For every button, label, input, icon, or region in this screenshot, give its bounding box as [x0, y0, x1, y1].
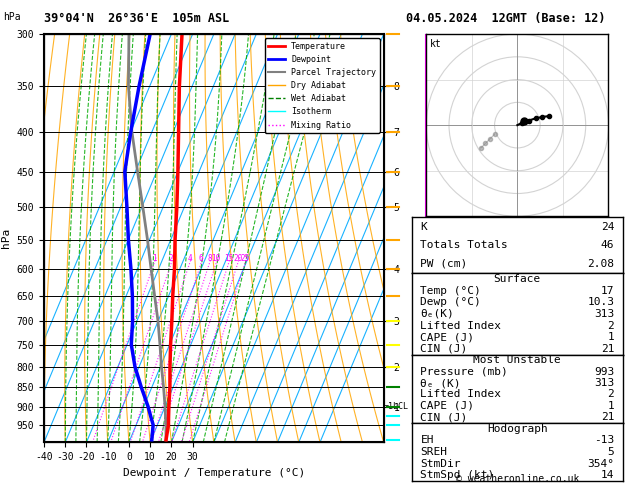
Text: 04.05.2024  12GMT (Base: 12): 04.05.2024 12GMT (Base: 12): [406, 12, 605, 25]
Text: EH: EH: [420, 435, 434, 445]
Text: 15: 15: [224, 254, 233, 263]
Text: CAPE (J): CAPE (J): [420, 401, 474, 411]
Text: 4: 4: [187, 254, 192, 263]
Text: Dewp (°C): Dewp (°C): [420, 297, 481, 307]
Text: 1: 1: [608, 332, 615, 342]
Text: Lifted Index: Lifted Index: [420, 321, 501, 330]
Text: CIN (J): CIN (J): [420, 344, 468, 354]
Text: CAPE (J): CAPE (J): [420, 332, 474, 342]
Text: Most Unstable: Most Unstable: [474, 355, 561, 365]
Text: 25: 25: [240, 254, 250, 263]
Text: K: K: [420, 222, 427, 231]
Text: 14: 14: [601, 470, 615, 480]
Text: 21: 21: [601, 344, 615, 354]
Y-axis label: Mixing Ratio (g/kg): Mixing Ratio (g/kg): [452, 182, 462, 294]
Text: 2: 2: [608, 389, 615, 399]
Text: 20: 20: [233, 254, 242, 263]
Text: © weatheronline.co.uk: © weatheronline.co.uk: [455, 473, 579, 484]
Text: 10: 10: [211, 254, 221, 263]
Text: Pressure (mb): Pressure (mb): [420, 367, 508, 377]
Text: 6: 6: [199, 254, 203, 263]
Text: Surface: Surface: [494, 274, 541, 284]
X-axis label: Dewpoint / Temperature (°C): Dewpoint / Temperature (°C): [123, 468, 305, 478]
Text: =1LCL: =1LCL: [384, 402, 409, 411]
Text: Temp (°C): Temp (°C): [420, 286, 481, 295]
Text: 1: 1: [608, 401, 615, 411]
Text: kt: kt: [430, 39, 442, 50]
Text: 2: 2: [608, 321, 615, 330]
Text: StmSpd (kt): StmSpd (kt): [420, 470, 494, 480]
Text: CIN (J): CIN (J): [420, 412, 468, 422]
Text: 313: 313: [594, 378, 615, 388]
Text: StmDir: StmDir: [420, 459, 461, 469]
Text: 2.08: 2.08: [587, 259, 615, 269]
Text: Hodograph: Hodograph: [487, 424, 548, 434]
Text: 1: 1: [152, 254, 157, 263]
Text: 8: 8: [207, 254, 212, 263]
Text: 2: 2: [169, 254, 174, 263]
Text: 24: 24: [601, 222, 615, 231]
Text: 39°04'N  26°36'E  105m ASL: 39°04'N 26°36'E 105m ASL: [44, 12, 230, 25]
Text: Lifted Index: Lifted Index: [420, 389, 501, 399]
Text: θₑ(K): θₑ(K): [420, 309, 454, 319]
Legend: Temperature, Dewpoint, Parcel Trajectory, Dry Adiabat, Wet Adiabat, Isotherm, Mi: Temperature, Dewpoint, Parcel Trajectory…: [265, 38, 379, 133]
Text: SREH: SREH: [420, 447, 447, 457]
Text: 993: 993: [594, 367, 615, 377]
Text: 5: 5: [608, 447, 615, 457]
Text: -13: -13: [594, 435, 615, 445]
Text: PW (cm): PW (cm): [420, 259, 468, 269]
Y-axis label: km
ASL: km ASL: [416, 238, 433, 260]
Text: 21: 21: [601, 412, 615, 422]
Text: 46: 46: [601, 240, 615, 250]
Text: 313: 313: [594, 309, 615, 319]
Y-axis label: hPa: hPa: [1, 228, 11, 248]
Text: 17: 17: [601, 286, 615, 295]
Text: 10.3: 10.3: [587, 297, 615, 307]
Text: hPa: hPa: [3, 12, 21, 22]
Text: Totals Totals: Totals Totals: [420, 240, 508, 250]
Text: 354°: 354°: [587, 459, 615, 469]
Text: θₑ (K): θₑ (K): [420, 378, 461, 388]
